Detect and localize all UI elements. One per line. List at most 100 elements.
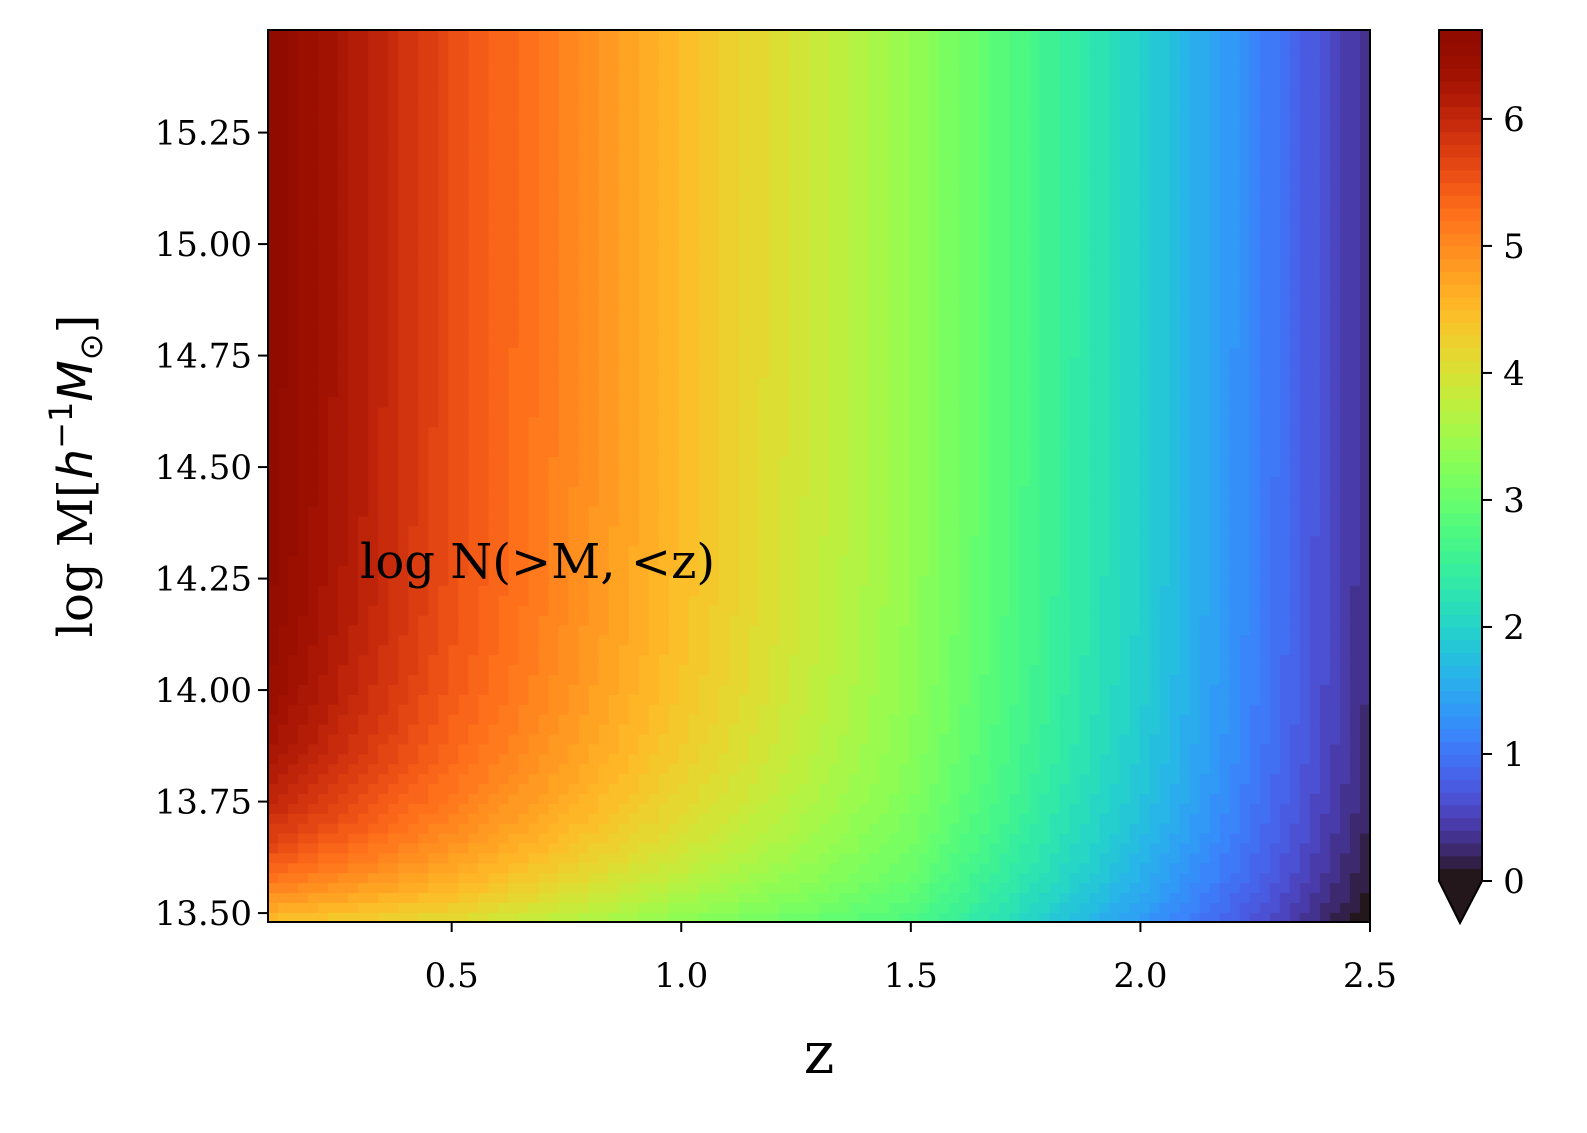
contour-cell [658, 188, 670, 200]
contour-cell [458, 812, 470, 824]
contour-cell [508, 664, 520, 676]
contour-cell [428, 357, 440, 368]
contour-cell [578, 912, 590, 922]
contour-cell [348, 99, 359, 111]
contour-cell [408, 614, 420, 626]
contour-cell [638, 545, 650, 557]
contour-cell [588, 684, 600, 695]
contour-cell [378, 466, 390, 477]
contour-cell [768, 842, 780, 854]
contour-cell [278, 347, 289, 358]
contour-cell [728, 366, 740, 378]
contour-cell [378, 862, 390, 874]
contour-cell [568, 337, 580, 348]
contour-cell [458, 832, 470, 844]
contour-cell [508, 317, 520, 329]
contour-cell [358, 733, 369, 745]
contour-cell [498, 694, 510, 705]
contour-cell [668, 703, 680, 715]
contour-cell [288, 624, 299, 636]
contour-cell [568, 555, 580, 566]
contour-cell [458, 515, 470, 527]
contour-cell [368, 148, 379, 160]
contour-cell [408, 476, 420, 487]
contour-cell [278, 535, 289, 547]
contour-cell [598, 862, 610, 874]
contour-cell [328, 426, 339, 438]
contour-cell [468, 753, 480, 765]
contour-cell [548, 277, 560, 289]
contour-cell [298, 832, 309, 844]
contour-cell [588, 158, 600, 170]
contour-cell [658, 624, 670, 636]
contour-cell [468, 406, 480, 418]
contour-cell [618, 248, 630, 259]
contour-cell [468, 624, 480, 636]
contour-cell [508, 59, 520, 71]
contour-cell [768, 79, 780, 91]
contour-cell [498, 614, 510, 626]
contour-cell [778, 585, 790, 596]
contour-cell [658, 832, 670, 844]
contour-cell [668, 634, 680, 646]
contour-cell [408, 119, 420, 130]
contour-cell [518, 565, 530, 576]
contour-cell [328, 148, 339, 160]
contour-cell [768, 713, 780, 725]
contour-cell [498, 366, 510, 378]
contour-cell [708, 892, 720, 903]
contour-cell [368, 763, 379, 775]
contour-cell [468, 604, 480, 616]
contour-cell [618, 456, 630, 467]
contour-cell [378, 119, 390, 130]
contour-cell [308, 337, 319, 348]
contour-cell [498, 39, 510, 51]
contour-cell [738, 862, 750, 874]
contour-cell [628, 30, 640, 41]
contour-cell [788, 218, 800, 230]
contour-cell [338, 317, 349, 329]
contour-cell [418, 416, 430, 428]
contour-cell [648, 158, 660, 170]
contour-cell [678, 912, 690, 922]
contour-cell [568, 882, 580, 894]
contour-cell [648, 139, 660, 150]
contour-cell [568, 565, 580, 576]
contour-cell [408, 218, 420, 230]
contour-cell [508, 713, 520, 725]
contour-cell [338, 773, 349, 785]
contour-cell [378, 238, 390, 249]
contour-cell [778, 634, 790, 646]
contour-cell [538, 832, 550, 844]
contour-cell [398, 585, 410, 596]
contour-cell [698, 585, 710, 596]
contour-cell [728, 317, 740, 329]
contour-cell [428, 912, 440, 922]
contour-cell [318, 406, 329, 418]
contour-cell [418, 89, 430, 101]
contour-cell [638, 248, 650, 259]
contour-cell [478, 228, 490, 239]
contour-cell [728, 476, 740, 487]
contour-cell [548, 386, 560, 398]
contour-cell [328, 218, 339, 230]
contour-cell [538, 267, 550, 279]
contour-cell [788, 902, 800, 913]
contour-cell [778, 703, 790, 715]
contour-cell [698, 703, 710, 715]
contour-cell [748, 238, 760, 249]
contour-cell [588, 79, 600, 91]
contour-cell [378, 783, 390, 794]
contour-cell [448, 505, 460, 517]
contour-cell [538, 238, 550, 249]
contour-cell [488, 337, 500, 348]
contour-cell [288, 218, 299, 230]
contour-cell [628, 545, 640, 557]
contour-cell [368, 307, 379, 319]
contour-cell [288, 862, 299, 874]
contour-cell [798, 594, 810, 606]
contour-cell [558, 69, 570, 81]
contour-cell [368, 485, 379, 497]
contour-cell [738, 535, 750, 547]
contour-cell [808, 822, 820, 834]
